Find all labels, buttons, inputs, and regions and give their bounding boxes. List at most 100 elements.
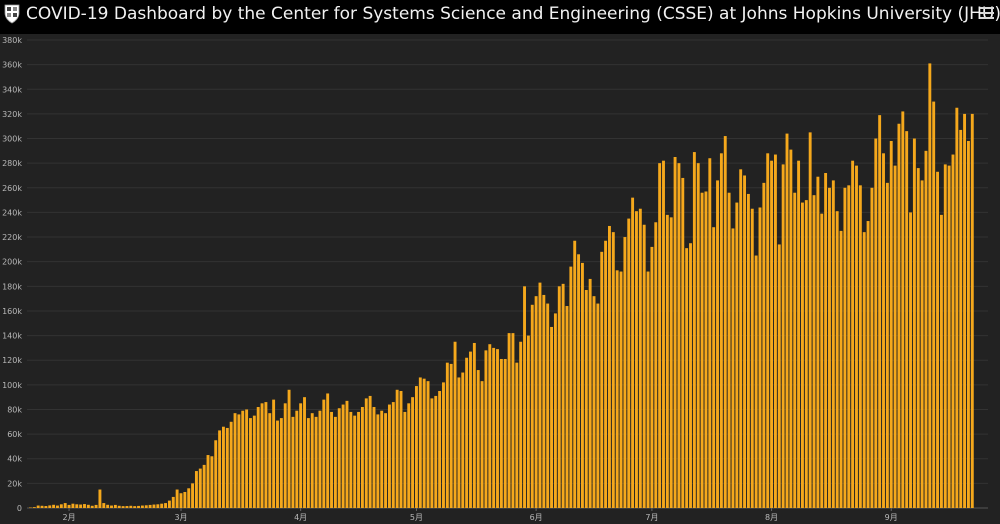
- bar[interactable]: [79, 504, 83, 508]
- bar[interactable]: [754, 255, 758, 508]
- bar[interactable]: [766, 153, 770, 508]
- bar[interactable]: [326, 393, 330, 508]
- bar[interactable]: [557, 286, 561, 508]
- bar[interactable]: [897, 123, 901, 508]
- bar[interactable]: [287, 389, 291, 508]
- bar[interactable]: [384, 413, 388, 508]
- bar[interactable]: [40, 505, 44, 508]
- bar[interactable]: [272, 399, 276, 508]
- bar[interactable]: [295, 410, 299, 508]
- bar[interactable]: [939, 214, 943, 508]
- bar[interactable]: [387, 404, 391, 508]
- bar[interactable]: [943, 164, 947, 508]
- bar[interactable]: [654, 222, 658, 508]
- bar[interactable]: [36, 505, 40, 508]
- bar[interactable]: [71, 503, 75, 508]
- bar[interactable]: [218, 430, 222, 508]
- bar[interactable]: [121, 506, 125, 508]
- bar[interactable]: [499, 358, 503, 508]
- bar[interactable]: [777, 244, 781, 508]
- bar[interactable]: [63, 503, 67, 508]
- bar[interactable]: [526, 335, 530, 508]
- bar[interactable]: [125, 506, 129, 508]
- bar[interactable]: [808, 132, 812, 508]
- bar[interactable]: [523, 286, 526, 508]
- bar[interactable]: [858, 185, 862, 508]
- bar[interactable]: [901, 111, 905, 509]
- bar[interactable]: [689, 243, 692, 508]
- bar[interactable]: [592, 296, 596, 508]
- bar[interactable]: [600, 251, 604, 508]
- bar[interactable]: [426, 381, 430, 508]
- bar[interactable]: [932, 101, 936, 508]
- bar[interactable]: [889, 140, 893, 508]
- bar[interactable]: [793, 192, 797, 508]
- bar[interactable]: [785, 133, 789, 508]
- bar[interactable]: [488, 344, 492, 508]
- bar[interactable]: [804, 200, 808, 509]
- bar[interactable]: [569, 266, 573, 508]
- bar[interactable]: [167, 500, 171, 508]
- bar[interactable]: [542, 294, 546, 508]
- bar[interactable]: [391, 402, 395, 508]
- bar[interactable]: [438, 391, 442, 508]
- bar[interactable]: [252, 415, 256, 508]
- bar[interactable]: [194, 471, 198, 508]
- bar[interactable]: [970, 113, 974, 508]
- bar[interactable]: [283, 403, 287, 508]
- bar[interactable]: [279, 418, 283, 508]
- bar[interactable]: [839, 230, 843, 508]
- bar[interactable]: [781, 164, 785, 508]
- bar[interactable]: [735, 202, 739, 508]
- bar[interactable]: [90, 505, 94, 508]
- bar[interactable]: [662, 160, 665, 508]
- bar[interactable]: [245, 409, 249, 508]
- bar[interactable]: [588, 278, 592, 508]
- bar[interactable]: [719, 153, 723, 508]
- bar[interactable]: [160, 503, 164, 508]
- bar[interactable]: [465, 357, 469, 508]
- bar[interactable]: [102, 503, 106, 508]
- bar[interactable]: [179, 493, 183, 508]
- bar[interactable]: [770, 160, 774, 508]
- bar[interactable]: [453, 341, 457, 508]
- hamburger-menu-icon[interactable]: [980, 4, 994, 22]
- bar[interactable]: [862, 232, 866, 508]
- bar[interactable]: [955, 107, 959, 509]
- bar[interactable]: [561, 283, 565, 508]
- bar[interactable]: [183, 491, 187, 508]
- bar[interactable]: [457, 377, 461, 508]
- bar[interactable]: [685, 248, 689, 508]
- bar[interactable]: [696, 163, 700, 508]
- bar[interactable]: [318, 410, 322, 508]
- bar[interactable]: [233, 413, 237, 508]
- bar[interactable]: [434, 395, 438, 508]
- bar[interactable]: [642, 224, 646, 509]
- bar[interactable]: [963, 113, 967, 508]
- bar[interactable]: [337, 408, 341, 508]
- bar[interactable]: [951, 154, 955, 508]
- bar[interactable]: [144, 505, 148, 508]
- bar[interactable]: [905, 131, 909, 508]
- bar[interactable]: [870, 187, 874, 509]
- bar[interactable]: [604, 240, 608, 508]
- bar[interactable]: [746, 193, 750, 508]
- bar[interactable]: [333, 416, 337, 508]
- bar[interactable]: [519, 341, 523, 508]
- bar[interactable]: [113, 504, 117, 508]
- bar[interactable]: [364, 398, 368, 508]
- bar[interactable]: [874, 138, 878, 508]
- bar[interactable]: [920, 180, 924, 508]
- bar[interactable]: [411, 397, 415, 508]
- bar[interactable]: [430, 398, 434, 508]
- bar[interactable]: [229, 421, 233, 508]
- bar[interactable]: [98, 489, 102, 508]
- bar[interactable]: [341, 404, 345, 508]
- bar[interactable]: [137, 505, 140, 508]
- bar[interactable]: [611, 232, 615, 508]
- bar[interactable]: [635, 211, 638, 508]
- bar[interactable]: [947, 165, 951, 508]
- bar[interactable]: [615, 270, 619, 508]
- bar[interactable]: [959, 129, 963, 508]
- bar[interactable]: [739, 169, 743, 508]
